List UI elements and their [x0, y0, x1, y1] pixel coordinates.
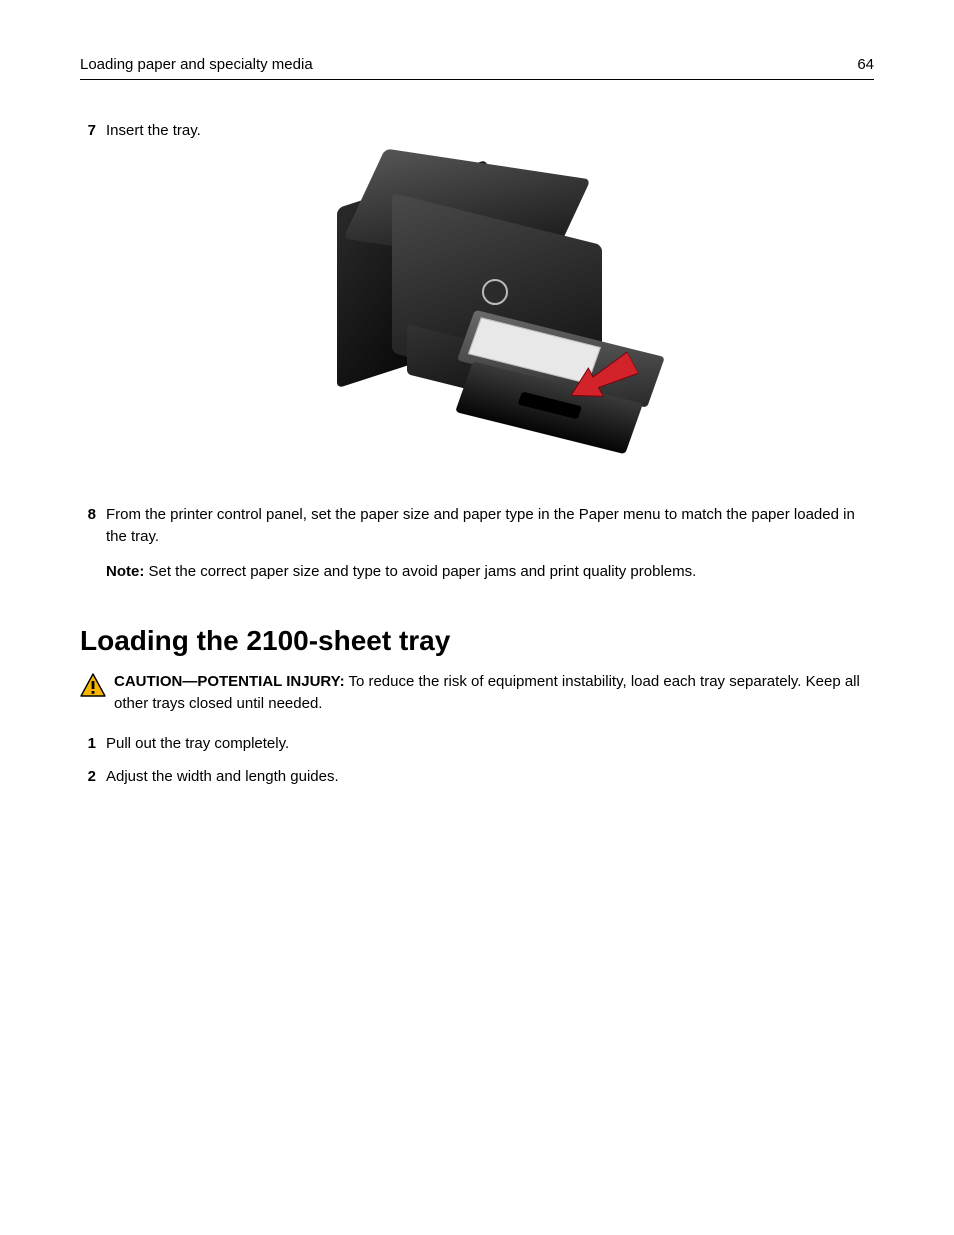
printer-insert-tray-figure [297, 154, 657, 474]
step-number: 2 [80, 766, 106, 788]
step-body: From the printer control panel, set the … [106, 504, 874, 583]
step-item: 1 Pull out the tray completely. [80, 733, 874, 755]
step-text: Adjust the width and length guides. [106, 766, 874, 788]
note-label: Note: [106, 563, 144, 580]
step-number: 8 [80, 504, 106, 583]
printer-logo-icon [482, 279, 508, 305]
header-section-title: Loading paper and specialty media [80, 56, 313, 73]
section-heading: Loading the 2100‑sheet tray [80, 625, 874, 657]
step-item: 2 Adjust the width and length guides. [80, 766, 874, 788]
note-text: Set the correct paper size and type to a… [144, 563, 696, 580]
printer-illustration [297, 154, 657, 474]
step-text: Insert the tray. [106, 120, 874, 142]
step-number: 1 [80, 733, 106, 755]
step-text: Pull out the tray completely. [106, 733, 874, 755]
step-text: From the printer control panel, set the … [106, 506, 855, 545]
step-item: 7 Insert the tray. [80, 120, 874, 142]
header-page-number: 64 [857, 56, 874, 73]
caution-block: CAUTION—POTENTIAL INJURY: To reduce the … [80, 671, 874, 715]
manual-page: Loading paper and specialty media 64 7 I… [0, 0, 954, 1235]
step-note: Note: Set the correct paper size and typ… [106, 561, 874, 583]
page-header: Loading paper and specialty media 64 [80, 56, 874, 80]
caution-triangle-icon [80, 673, 108, 704]
step-item: 8 From the printer control panel, set th… [80, 504, 874, 583]
caution-text-wrap: CAUTION—POTENTIAL INJURY: To reduce the … [114, 671, 874, 715]
caution-label: CAUTION—POTENTIAL INJURY: [114, 673, 345, 690]
step-number: 7 [80, 120, 106, 142]
